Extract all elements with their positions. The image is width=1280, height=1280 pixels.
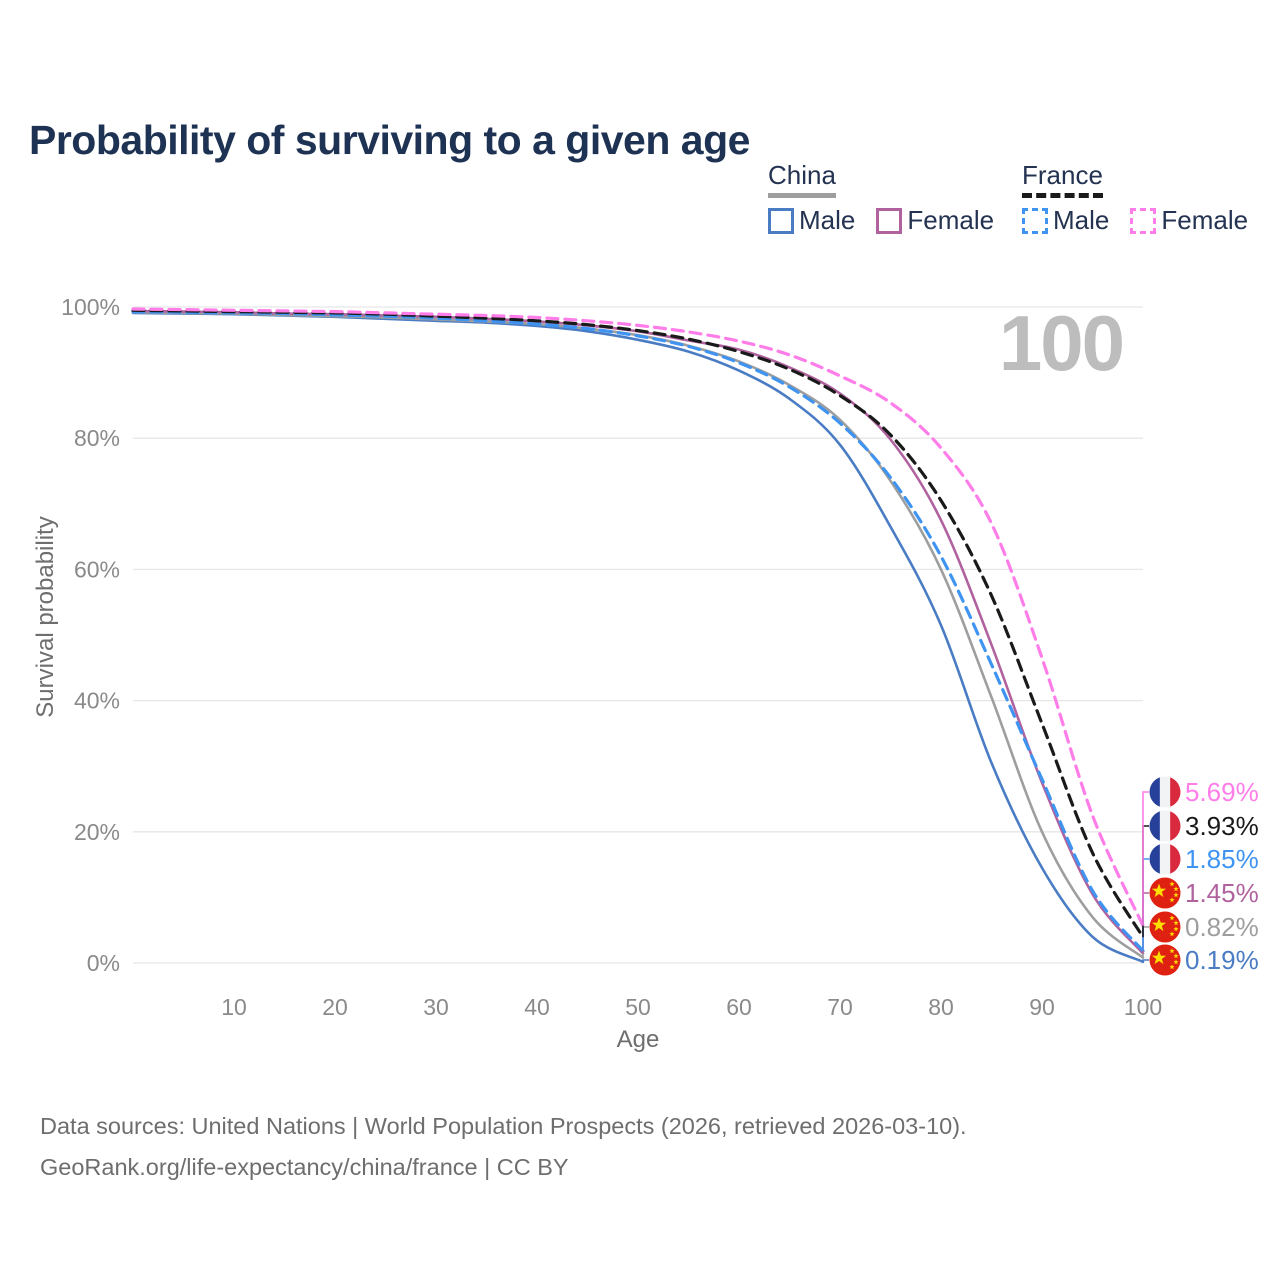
legend-item-label: Female	[1161, 205, 1249, 235]
curve-china-female[interactable]	[131, 309, 1145, 955]
leader-line-china-female	[1142, 892, 1149, 954]
leader-line-france-female	[1142, 791, 1149, 926]
x-tick-label: 40	[524, 994, 550, 1020]
x-tick-label: 50	[625, 994, 651, 1020]
x-tick-label: 60	[726, 994, 752, 1020]
x-tick-label: 100	[1124, 994, 1162, 1020]
end-label-france-total: 3.93%	[1185, 811, 1259, 841]
legend-item-france-female[interactable]: Female	[1130, 205, 1248, 236]
legend-item-china-female[interactable]: Female	[876, 205, 994, 236]
china-flag-icon	[1149, 911, 1181, 943]
legend-group-china: China Male Female	[768, 160, 1015, 236]
y-tick-label: 80%	[74, 425, 120, 451]
curve-france-male[interactable]	[131, 310, 1145, 953]
curve-france-total[interactable]	[131, 308, 1145, 939]
end-label-france-female: 5.69%	[1185, 777, 1259, 807]
legend-item-label: Male	[1053, 205, 1110, 235]
china-flag-icon	[1149, 944, 1181, 976]
legend-item-china-male[interactable]: Male	[768, 205, 855, 236]
x-axis-title: Age	[616, 1026, 660, 1053]
y-tick-label: 20%	[74, 819, 120, 845]
france-female-swatch-icon	[1130, 207, 1157, 234]
y-tick-label: 40%	[74, 688, 120, 714]
legend-header-china[interactable]: China	[768, 160, 836, 198]
legend-header-france[interactable]: France	[1022, 160, 1103, 198]
legend-item-france-male[interactable]: Male	[1022, 205, 1109, 236]
china-flag-icon	[1149, 877, 1181, 909]
x-tick-label: 30	[423, 994, 449, 1020]
france-male-swatch-icon	[1022, 207, 1048, 234]
end-label-china-female: 1.45%	[1185, 878, 1259, 908]
x-tick-label: 20	[322, 994, 348, 1020]
end-label-france-male: 1.85%	[1185, 844, 1259, 874]
x-tick-label: 80	[928, 994, 954, 1020]
x-tick-label: 10	[221, 994, 247, 1020]
y-tick-label: 60%	[74, 556, 120, 582]
france-flag-icon	[1149, 843, 1181, 875]
leader-line-china-male	[1142, 959, 1149, 962]
x-tick-label: 70	[827, 994, 853, 1020]
leader-line-france-total	[1142, 825, 1149, 938]
page-title: Probability of surviving to a given age	[29, 117, 750, 164]
footer: Data sources: United Nations | World Pop…	[40, 1106, 967, 1188]
legend-row-china: Male Female	[768, 205, 1015, 236]
france-flag-icon	[1149, 810, 1181, 842]
curve-france-female[interactable]	[131, 307, 1145, 928]
legend-item-label: Male	[799, 205, 856, 235]
y-axis-title: Survival probability	[32, 516, 59, 718]
curve-china-male[interactable]	[131, 311, 1145, 964]
curve-china-total[interactable]	[131, 310, 1145, 959]
leader-line-france-male	[1142, 858, 1149, 951]
x-tick-label: 90	[1029, 994, 1055, 1020]
y-tick-label: 100%	[61, 294, 120, 320]
end-label-china-total: 0.82%	[1185, 912, 1259, 942]
attribution-line: GeoRank.org/life-expectancy/china/france…	[40, 1154, 569, 1180]
end-label-china-male: 0.19%	[1185, 945, 1259, 975]
legend-row-france: Male Female	[1022, 205, 1269, 236]
china-male-swatch-icon	[768, 207, 794, 234]
legend-group-france: France Male Female	[1022, 160, 1269, 236]
legend-item-label: Female	[907, 205, 995, 235]
france-flag-icon	[1149, 776, 1181, 808]
y-tick-label: 0%	[87, 950, 120, 976]
china-female-swatch-icon	[876, 207, 903, 234]
age-counter-watermark: 100	[998, 299, 1125, 387]
data-sources-line: Data sources: United Nations | World Pop…	[40, 1113, 967, 1139]
